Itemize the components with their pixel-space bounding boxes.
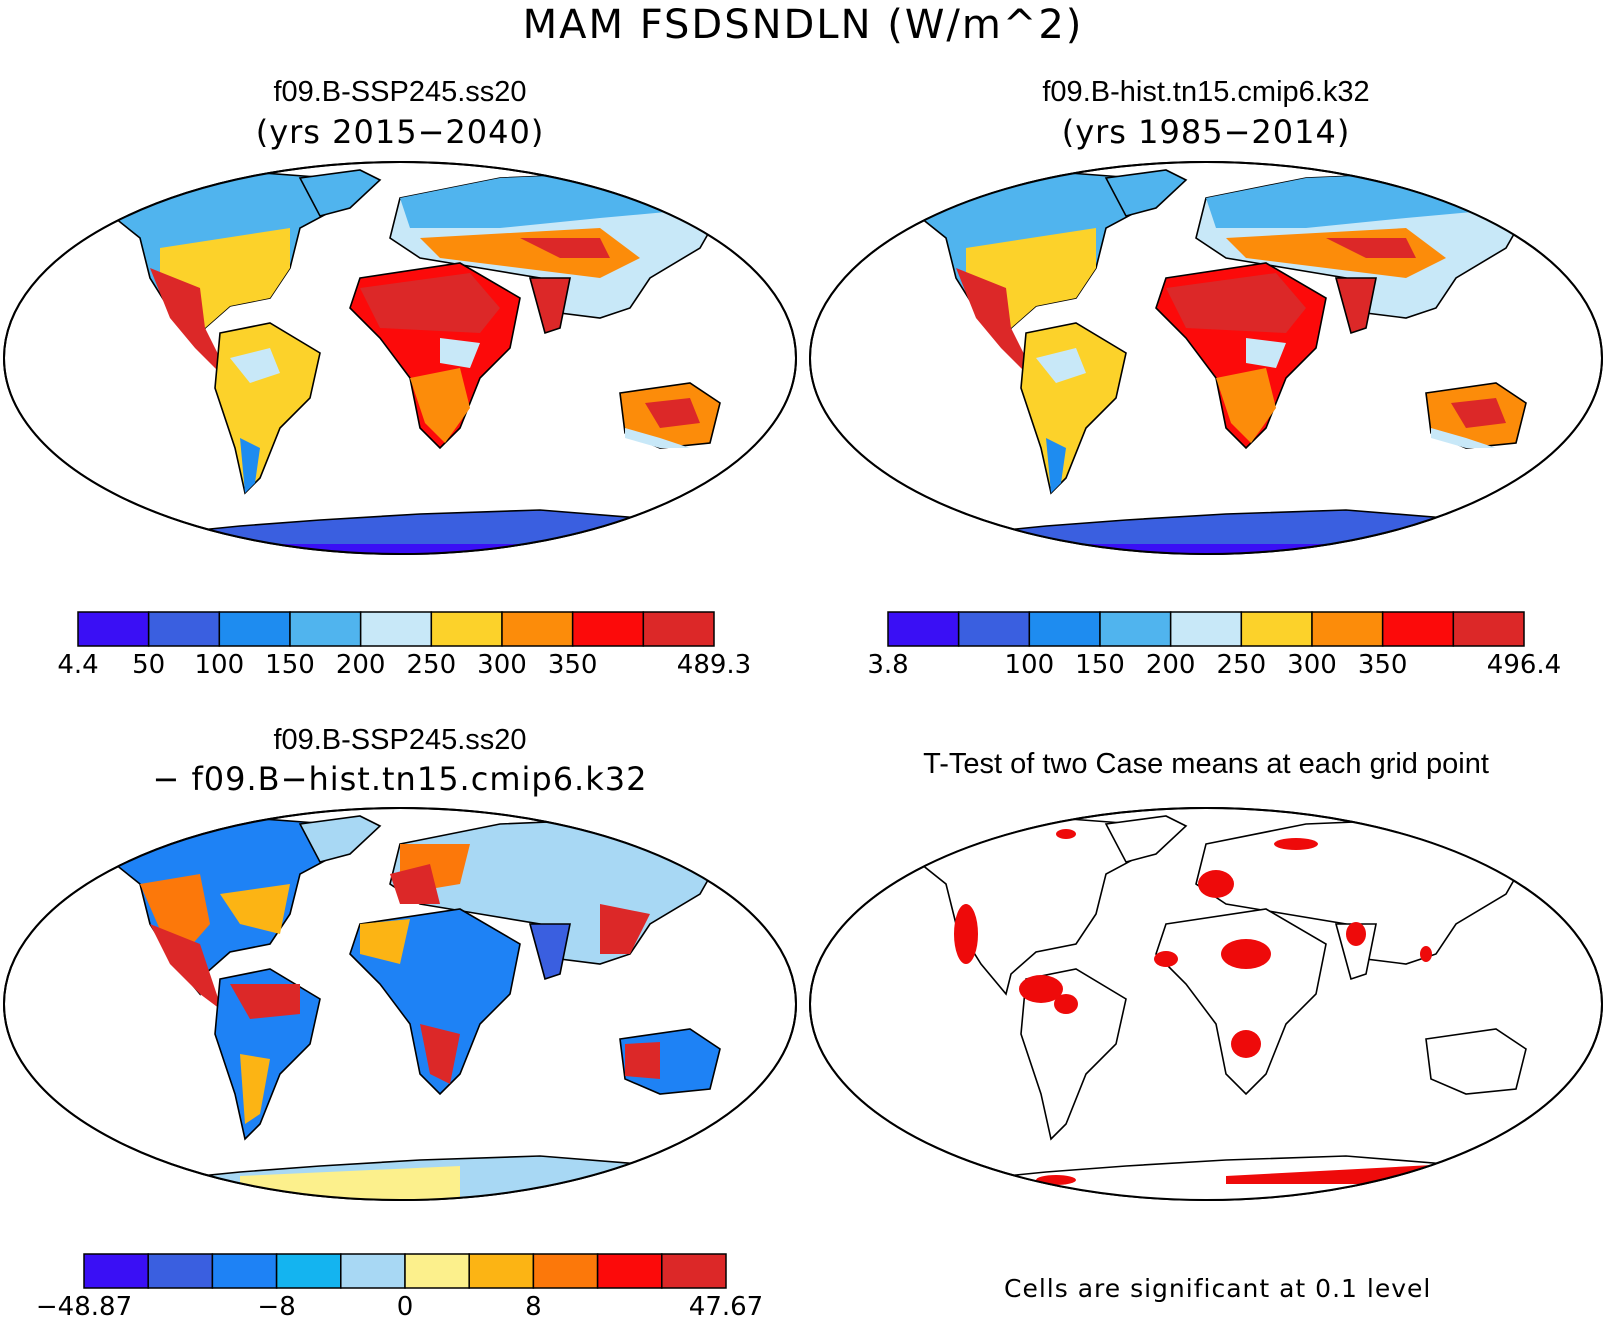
map-panel-3 xyxy=(3,807,797,1201)
colorbar-2-tick-label: 496.4 xyxy=(1486,650,1562,680)
colorbar-1-tick-label: 4.4 xyxy=(57,650,99,680)
main-title: MAM FSDSNDLN (W/m^2) xyxy=(522,2,1084,48)
colorbar-2-swatch xyxy=(887,611,960,647)
colorbar-2-tick-label: 3.8 xyxy=(867,650,909,680)
africa xyxy=(1155,908,1327,1096)
colorbar-3-swatch xyxy=(275,1253,342,1289)
colorbar-3 xyxy=(83,1253,727,1289)
south-america xyxy=(1020,968,1127,1141)
colorbar-3-swatch xyxy=(596,1253,663,1289)
colorbar-1 xyxy=(77,611,715,647)
colorbar-3-tick-label: 47.67 xyxy=(688,1292,764,1322)
colorbar-1-swatch xyxy=(430,611,503,647)
colorbar-2-tick-label: 100 xyxy=(1004,650,1055,680)
colorbar-3-tick-label: −48.87 xyxy=(35,1292,133,1322)
greenland xyxy=(1104,169,1188,217)
colorbar-1-swatch xyxy=(359,611,433,647)
colorbar-3-swatch xyxy=(532,1253,599,1289)
colorbar-2-swatch xyxy=(1311,611,1384,647)
colorbar-1-swatch xyxy=(147,611,221,647)
colorbar-2-tick-label: 350 xyxy=(1357,650,1408,680)
colorbar-2-swatch xyxy=(1381,611,1455,647)
map-panel-4 xyxy=(809,807,1603,1201)
colorbar-1-tick-label: 300 xyxy=(477,650,527,680)
colorbar-3-tick-label: −8 xyxy=(257,1292,296,1322)
greenland xyxy=(298,169,382,217)
colorbar-2-tick-label: 300 xyxy=(1287,650,1337,680)
significance-note: Cells are significant at 0.1 level xyxy=(1004,1274,1432,1303)
panel1-title: f09.B-SSP245.ss20 xyxy=(273,76,527,108)
colorbar-1-tick-label: 100 xyxy=(194,650,245,680)
colorbar-3-swatch xyxy=(404,1253,470,1289)
colorbar-1-swatch xyxy=(571,611,645,647)
colorbar-3-swatch xyxy=(468,1253,535,1289)
colorbar-3-tick-label: 0 xyxy=(396,1292,414,1322)
greenland xyxy=(1104,815,1188,863)
colorbar-3-swatch xyxy=(340,1253,406,1289)
colorbar-1-swatch xyxy=(642,611,715,647)
colorbar-1-tick-label: 150 xyxy=(265,650,315,680)
india xyxy=(1334,923,1377,981)
colorbar-2-swatch xyxy=(1240,611,1313,647)
colorbar-1-swatch xyxy=(218,611,291,647)
colorbar-2 xyxy=(887,611,1525,647)
colorbar-2-swatch xyxy=(1099,611,1172,647)
panel4-title: T-Test of two Case means at each grid po… xyxy=(923,748,1489,780)
colorbar-3-tick-label: 8 xyxy=(525,1292,542,1322)
colorbar-1-swatch xyxy=(77,611,150,647)
colorbar-1-tick-label: 489.3 xyxy=(676,650,752,680)
australia xyxy=(1425,1028,1527,1095)
panel1-subtitle: (yrs 2015−2040) xyxy=(255,113,545,151)
colorbar-3-swatch xyxy=(211,1253,278,1289)
panel2-subtitle: (yrs 1985−2014) xyxy=(1061,113,1351,151)
panel2-title: f09.B-hist.tn15.cmip6.k32 xyxy=(1042,76,1370,108)
greenland xyxy=(298,815,382,863)
colorbar-2-swatch xyxy=(957,611,1031,647)
panel3-title: f09.B-SSP245.ss20 xyxy=(273,724,527,756)
map-panel-2 xyxy=(809,161,1603,555)
colorbar-3-swatch xyxy=(661,1253,727,1289)
colorbar-2-tick-label: 150 xyxy=(1075,650,1125,680)
colorbar-3-swatch xyxy=(83,1253,149,1289)
colorbar-2-swatch xyxy=(1169,611,1243,647)
colorbar-1-tick-label: 50 xyxy=(132,650,166,680)
colorbar-1-swatch xyxy=(289,611,362,647)
india xyxy=(1334,277,1377,335)
colorbar-1-swatch xyxy=(501,611,574,647)
colorbar-2-swatch xyxy=(1452,611,1525,647)
panel3-subtitle: − f09.B−hist.tn15.cmip6.k32 xyxy=(152,760,648,798)
india xyxy=(528,277,571,335)
colorbar-2-tick-label: 250 xyxy=(1216,650,1267,680)
colorbar-1-tick-label: 350 xyxy=(547,650,598,680)
colorbar-1-tick-label: 200 xyxy=(335,650,386,680)
colorbar-2-tick-label: 200 xyxy=(1145,650,1196,680)
colorbar-2-swatch xyxy=(1028,611,1101,647)
india xyxy=(528,923,571,981)
colorbar-1-tick-label: 250 xyxy=(406,650,457,680)
map-panel-1 xyxy=(3,161,797,555)
colorbar-3-swatch xyxy=(147,1253,214,1289)
